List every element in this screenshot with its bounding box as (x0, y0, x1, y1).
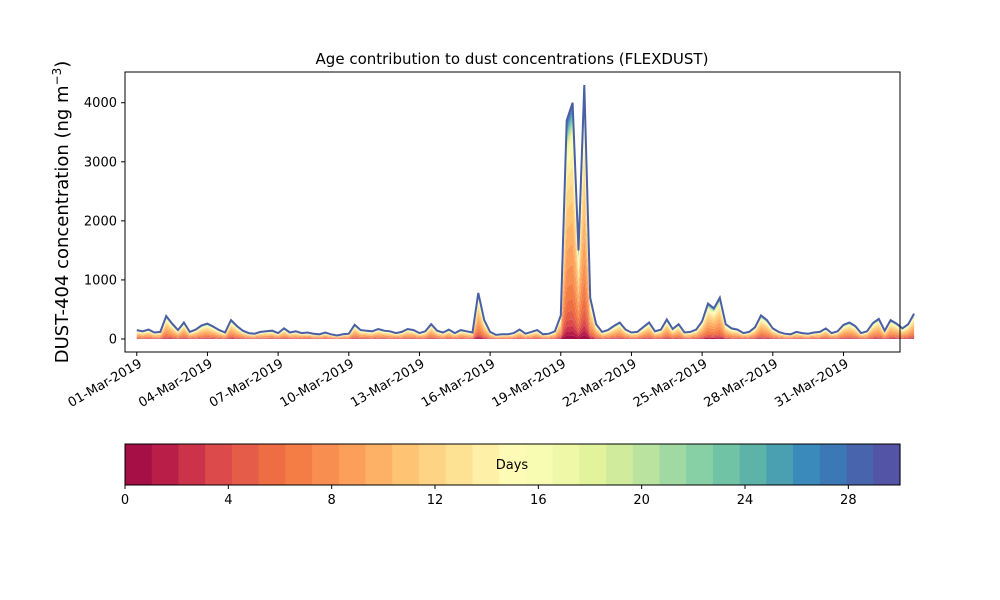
plot-frame (124, 71, 901, 353)
colorbar-segment (659, 444, 687, 485)
y-tick-label: 4000 (84, 96, 117, 111)
colorbar-tick-label: 28 (840, 493, 857, 508)
colorbar-tick-label: 0 (121, 493, 129, 508)
colorbar-segment (125, 444, 153, 485)
colorbar-segment (151, 444, 180, 485)
colorbar-tick-label: 20 (633, 493, 650, 508)
colorbar-tick-label: 12 (427, 493, 444, 508)
colorbar-segment (178, 444, 206, 485)
colorbar-segment (445, 444, 474, 485)
colorbar-segment (418, 444, 447, 485)
colorbar-segment (686, 444, 714, 485)
y-axis-label-main: DUST-404 concentration (ng m (52, 85, 73, 363)
y-axis-label-unit-sup: −3 (50, 68, 64, 86)
colorbar-segment (819, 444, 848, 485)
y-axis-label: DUST-404 concentration (ng m−3) (50, 61, 73, 364)
colorbar-segment (712, 444, 741, 485)
colorbar-segment (472, 444, 500, 485)
colorbar-segment (365, 444, 393, 485)
y-tick-label: 0 (109, 333, 117, 348)
colorbar-segment (499, 444, 527, 485)
colorbar-segment (205, 444, 233, 485)
y-axis: 0 1000 2000 3000 4000 (84, 96, 125, 348)
colorbar-tick-label: 8 (328, 493, 336, 508)
y-axis-label-close: ) (52, 61, 73, 68)
colorbar-segment (739, 444, 767, 485)
colorbar-segment (231, 444, 260, 485)
colorbar-tick-label: 24 (737, 493, 754, 508)
total-series-line (136, 84, 915, 337)
colorbar-segment (312, 444, 340, 485)
colorbar-segment (846, 444, 874, 485)
y-tick-label: 2000 (84, 214, 117, 229)
colorbar-segment (258, 444, 286, 485)
colorbar-segment (338, 444, 367, 485)
colorbar-label: Days (496, 458, 529, 473)
chart-title: Age contribution to dust concentrations … (316, 50, 709, 68)
colorbar-frame (124, 443, 901, 486)
colorbar-segment (525, 444, 554, 485)
colorbar-segment (632, 444, 661, 485)
colorbar-tick-label: 16 (530, 493, 547, 508)
colorbar-segment (579, 444, 607, 485)
y-tick-label: 3000 (84, 155, 117, 170)
colorbar-segment (392, 444, 420, 485)
colorbar-tick-label: 4 (224, 493, 232, 508)
plot-area (136, 84, 915, 340)
colorbar: 0 4 8 12 16 20 24 28 (121, 443, 901, 508)
colorbar-segment (766, 444, 794, 485)
colorbar-segment (285, 444, 313, 485)
y-tick-label: 1000 (84, 273, 117, 288)
colorbar-segment (552, 444, 580, 485)
colorbar-segment (606, 444, 634, 485)
colorbar-segment (793, 444, 821, 485)
colorbar-segment (873, 444, 901, 485)
